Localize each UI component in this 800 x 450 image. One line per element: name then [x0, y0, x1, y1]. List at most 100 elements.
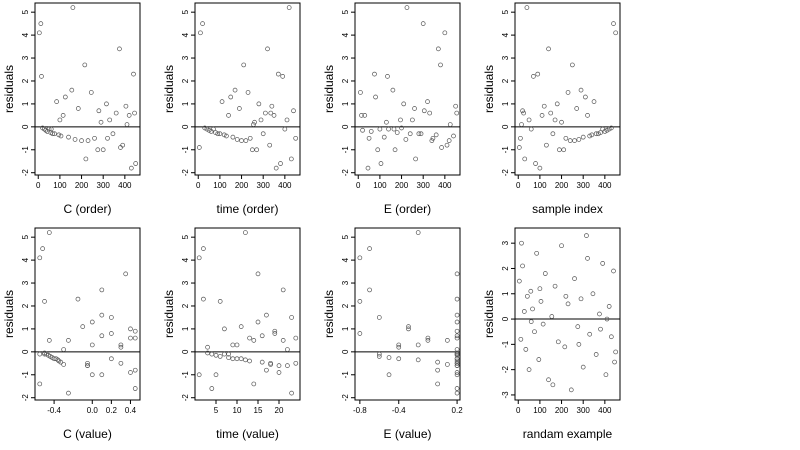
point [412, 106, 417, 111]
point [429, 138, 435, 143]
point [519, 240, 524, 246]
panel: -2 -1 0 1 2 3 4 5 0 100 200 300 400 sample index resid… [482, 2, 621, 216]
point [37, 351, 43, 357]
point [593, 131, 599, 137]
point [260, 131, 266, 137]
point [438, 62, 443, 68]
point [201, 296, 206, 302]
point [454, 296, 460, 302]
point [365, 165, 371, 171]
point [520, 263, 525, 269]
point [454, 110, 460, 116]
point [550, 382, 556, 388]
y-tick-label: 0 [181, 124, 190, 129]
point [37, 255, 43, 261]
point [289, 390, 294, 396]
point [37, 381, 43, 387]
point [128, 326, 133, 332]
point [238, 324, 244, 329]
point [128, 370, 133, 375]
point [550, 131, 556, 137]
point [285, 363, 290, 368]
point [230, 356, 236, 362]
point [376, 354, 382, 359]
point [224, 133, 229, 139]
point [367, 287, 372, 293]
point [85, 138, 91, 143]
point [415, 342, 421, 348]
point [583, 94, 588, 100]
point [234, 342, 240, 348]
point [243, 230, 248, 235]
point [128, 165, 134, 171]
x-tick-label: 0.2 [452, 406, 464, 415]
point [271, 113, 277, 118]
point [398, 117, 403, 123]
point [118, 360, 124, 366]
y-tick-label: 3 [501, 55, 510, 60]
point [100, 147, 106, 153]
point [454, 372, 460, 378]
point [66, 390, 71, 396]
point [132, 335, 138, 341]
x-tick-label: 10 [233, 406, 242, 415]
point [435, 381, 440, 387]
point [200, 21, 205, 26]
point [535, 71, 541, 77]
point [375, 147, 381, 153]
point [293, 335, 299, 341]
point [385, 74, 390, 79]
y-axis-label: residuals [322, 290, 336, 338]
point [58, 133, 64, 139]
point [247, 335, 252, 341]
point [276, 370, 282, 375]
point [445, 338, 450, 343]
x-tick-label: 300 [417, 181, 431, 190]
point [252, 119, 257, 125]
point [415, 230, 421, 235]
plot-frame [354, 2, 461, 176]
point [124, 122, 130, 127]
point [518, 135, 523, 141]
x-tick-label: 200 [555, 406, 569, 415]
point [580, 364, 586, 370]
point [88, 90, 94, 95]
point [104, 101, 109, 107]
point [276, 71, 281, 77]
point [454, 363, 460, 368]
point [519, 122, 524, 127]
point [454, 358, 460, 364]
point [128, 335, 133, 341]
point [357, 331, 363, 336]
point [118, 344, 124, 350]
x-tick-label: 15 [254, 406, 263, 415]
point [98, 119, 104, 125]
point [608, 334, 614, 340]
point [226, 351, 231, 357]
point [391, 126, 397, 132]
x-tick-label: -0.4 [47, 406, 61, 415]
point [70, 5, 76, 10]
point [413, 156, 418, 162]
point [89, 342, 95, 348]
point [570, 62, 575, 68]
point [552, 283, 558, 289]
point [518, 336, 524, 342]
y-tick-label: -2 [181, 394, 190, 402]
point [60, 113, 66, 118]
point [542, 271, 548, 276]
point [291, 108, 296, 114]
point [205, 344, 210, 350]
point [454, 335, 460, 341]
point [528, 126, 534, 132]
point [201, 246, 206, 251]
point [99, 333, 105, 339]
x-tick-label: -0.8 [353, 406, 367, 415]
y-tick-label: 2 [21, 78, 30, 83]
x-axis-label: E (order) [384, 202, 431, 216]
point [562, 344, 568, 350]
y-tick-label: 1 [21, 326, 30, 331]
point [406, 326, 411, 332]
point [372, 71, 377, 77]
y-tick-label: 1 [501, 291, 510, 296]
